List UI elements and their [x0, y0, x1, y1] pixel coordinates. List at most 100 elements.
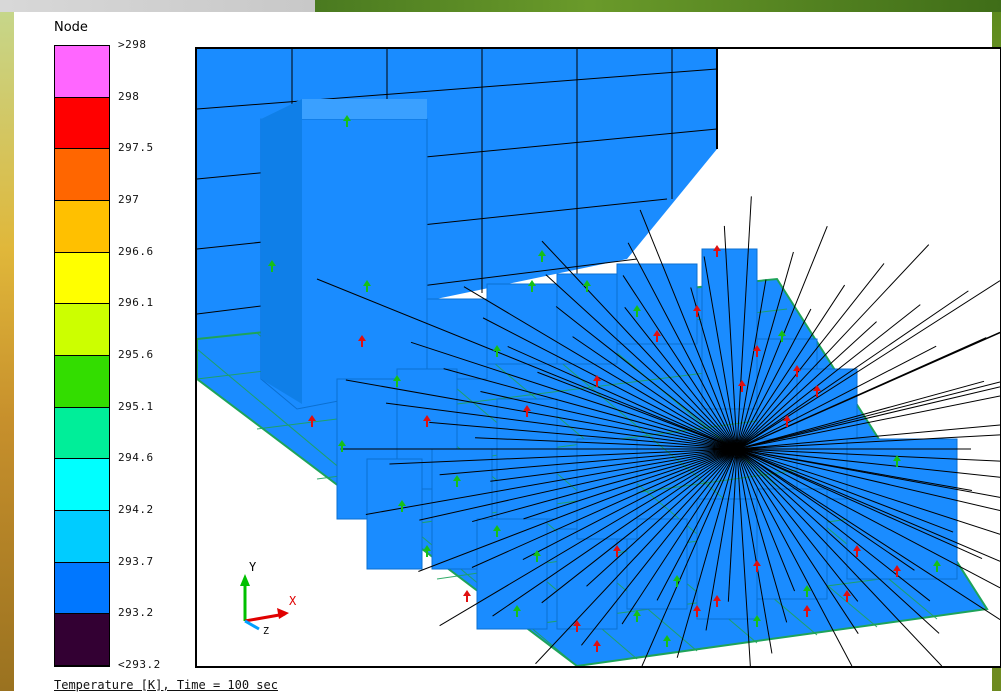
- ray-line: [736, 308, 812, 450]
- ray-line: [443, 368, 738, 450]
- vector-arrow-head: [843, 590, 851, 596]
- ray-line: [385, 402, 738, 450]
- ray-line: [736, 395, 1000, 450]
- ray-line: [736, 448, 788, 623]
- ray-line: [736, 196, 752, 450]
- vector-arrow-head: [783, 415, 791, 421]
- ray-line: [736, 448, 983, 560]
- ray-line: [736, 448, 1000, 462]
- legend-tick-label: 293.2: [118, 606, 154, 620]
- vector-arrow-head: [693, 305, 701, 311]
- vector-arrow-head: [573, 620, 581, 626]
- vector-arrow-head: [268, 260, 276, 266]
- ray-line: [736, 448, 1000, 621]
- ray-line: [507, 346, 738, 450]
- vector-arrow-head: [523, 405, 531, 411]
- ray-line: [522, 448, 738, 561]
- vector-arrows: [268, 115, 941, 652]
- vector-arrow-head: [393, 375, 401, 381]
- vector-arrow-head: [753, 345, 761, 351]
- legend-tick-label: 296.6: [118, 244, 154, 258]
- legend-tick-label: 294.6: [118, 451, 154, 465]
- ray-line: [656, 448, 738, 601]
- vector-arrow-head: [538, 250, 546, 256]
- ray-line: [490, 448, 738, 482]
- ray-bundle: [316, 196, 1000, 666]
- ray-line: [736, 290, 969, 450]
- vector-arrow-head: [363, 280, 371, 286]
- ray-line: [475, 437, 738, 450]
- vector-arrow-head: [308, 415, 316, 421]
- ray-line: [736, 284, 846, 450]
- vector-arrow-head: [528, 280, 536, 286]
- legend-tick-label: 294.2: [118, 503, 154, 516]
- ray-line: [736, 448, 915, 571]
- ray-line: [418, 448, 738, 572]
- legend-swatch: [55, 562, 109, 615]
- ray-line: [736, 448, 853, 666]
- vector-arrow-head: [463, 590, 471, 596]
- ray-line: [736, 304, 921, 450]
- ray-line: [727, 448, 738, 602]
- ray-line: [705, 448, 738, 631]
- vector-arrow-head: [663, 635, 671, 641]
- ray-line: [736, 251, 794, 450]
- ray-line: [736, 386, 1000, 450]
- legend-swatch: [55, 356, 109, 408]
- vector-arrow-head: [793, 365, 801, 371]
- vector-arrow-head: [583, 280, 591, 286]
- plot-caption: Temperature [K], Time = 100 sec: [54, 678, 278, 692]
- legend-tick-label: 295.1: [118, 399, 154, 413]
- vector-arrow-head: [673, 575, 681, 581]
- legend-swatch: [55, 201, 109, 253]
- vector-arrow-head: [693, 605, 701, 611]
- ray-line: [472, 448, 738, 523]
- vector-arrow-head: [423, 545, 431, 551]
- ray-line: [736, 345, 937, 450]
- legend-tick-label: >298: [118, 38, 147, 51]
- ray-line: [482, 317, 738, 450]
- legend-tick-label: 296.1: [118, 296, 154, 310]
- ray-line: [736, 434, 1000, 450]
- ray-line: [736, 448, 773, 654]
- ray-line: [736, 381, 1000, 450]
- vector-arrow-head: [653, 330, 661, 336]
- ray-line: [736, 424, 1000, 450]
- vector-arrow-head: [803, 585, 811, 591]
- ray-line: [641, 448, 738, 666]
- tower-top: [261, 99, 427, 119]
- legend-swatch: [55, 46, 109, 98]
- legend-tick-label: 297.5: [118, 141, 154, 155]
- ray-line: [410, 341, 738, 450]
- vector-arrow-head: [533, 550, 541, 556]
- ray-line: [736, 448, 973, 491]
- vector-arrow-head: [453, 475, 461, 481]
- legend-tick-label: <293.2: [118, 658, 161, 671]
- ray-line: [389, 448, 738, 465]
- 3d-viewport[interactable]: Y X Z: [195, 47, 1001, 668]
- ray-line: [621, 448, 738, 625]
- ray-line: [690, 287, 738, 450]
- legend-title: Node: [54, 20, 88, 35]
- ray-line: [419, 448, 738, 521]
- ray-line: [736, 448, 1000, 562]
- ray-line: [736, 448, 859, 634]
- ray-line: [572, 336, 738, 450]
- vector-arrow-head: [853, 545, 861, 551]
- ray-line: [736, 279, 767, 450]
- desktop-background: [0, 0, 315, 12]
- ray-line: [471, 448, 738, 568]
- axis-label-z: Z: [263, 626, 269, 637]
- viewer-window: Node >298 298 297.5 297 296.6 296.1 295.6 295.1…: [14, 12, 1001, 692]
- ray-line: [736, 448, 943, 666]
- ray-line: [429, 421, 738, 450]
- legend-swatch: [55, 252, 109, 305]
- scene-render[interactable]: Y X Z: [197, 49, 1000, 666]
- vector-arrow-head: [593, 640, 601, 646]
- vector-arrow-head: [343, 115, 351, 121]
- ray-line: [439, 448, 738, 627]
- vector-arrow-head: [513, 605, 521, 611]
- ray-line: [736, 448, 751, 666]
- legend-tick-label: 298: [118, 89, 140, 103]
- vector-arrow-head: [753, 560, 761, 566]
